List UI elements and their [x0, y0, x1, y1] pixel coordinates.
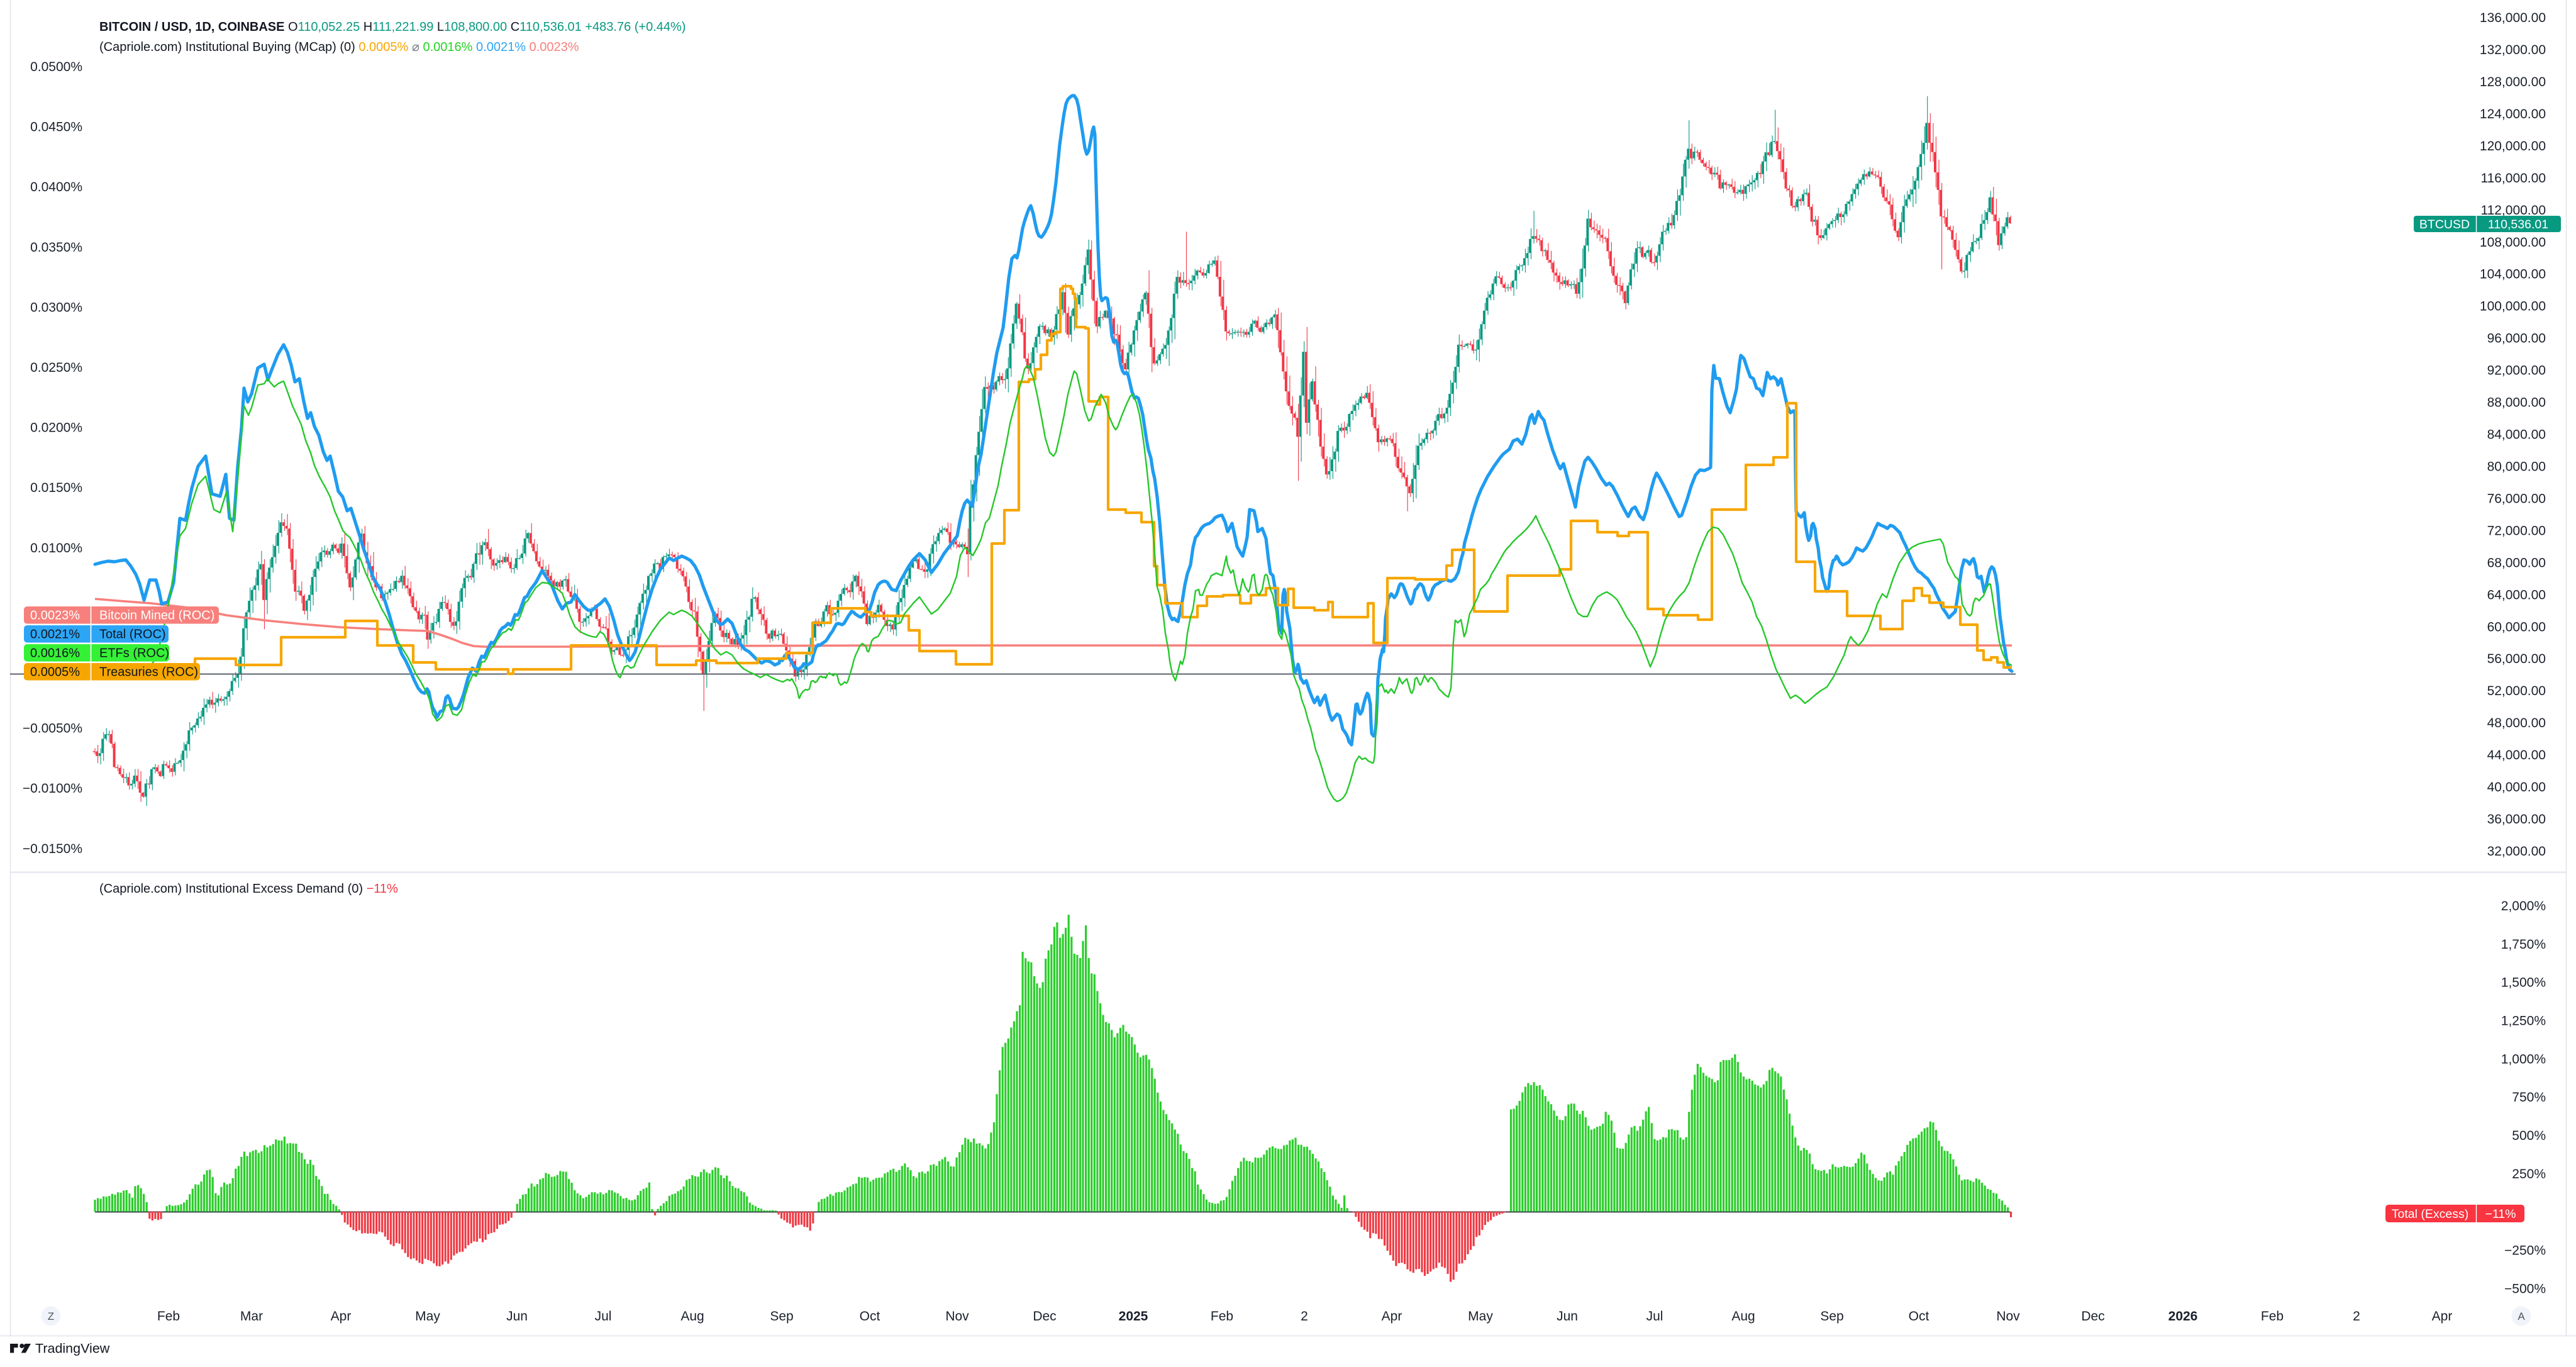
- svg-text:May: May: [1468, 1309, 1493, 1324]
- svg-text:Jul: Jul: [1646, 1309, 1663, 1324]
- svg-text:52,000.00: 52,000.00: [2487, 684, 2546, 698]
- svg-text:Mar: Mar: [240, 1309, 263, 1324]
- svg-text:1,750%: 1,750%: [2501, 937, 2546, 952]
- svg-text:88,000.00: 88,000.00: [2487, 396, 2546, 410]
- svg-text:Aug: Aug: [1731, 1309, 1755, 1324]
- svg-text:132,000.00: 132,000.00: [2480, 43, 2546, 57]
- svg-text:0.0500%: 0.0500%: [30, 60, 82, 74]
- svg-text:2,000%: 2,000%: [2501, 899, 2546, 913]
- svg-text:0.0400%: 0.0400%: [30, 180, 82, 194]
- svg-text:60,000.00: 60,000.00: [2487, 620, 2546, 634]
- svg-text:72,000.00: 72,000.00: [2487, 523, 2546, 538]
- svg-text:0.0016%: 0.0016%: [30, 647, 80, 661]
- svg-text:BITCOIN / USD, 1D, COINBASE O: BITCOIN / USD, 1D, COINBASE O110,052.25 …: [99, 20, 686, 34]
- svg-text:−250%: −250%: [2504, 1244, 2546, 1258]
- svg-text:Oct: Oct: [860, 1309, 880, 1324]
- svg-text:−11%: −11%: [2485, 1207, 2516, 1221]
- svg-text:1,500%: 1,500%: [2501, 976, 2546, 990]
- svg-text:Total (Excess): Total (Excess): [2392, 1207, 2468, 1221]
- svg-text:−500%: −500%: [2504, 1282, 2546, 1297]
- svg-text:Dec: Dec: [2081, 1309, 2104, 1324]
- svg-text:68,000.00: 68,000.00: [2487, 555, 2546, 570]
- svg-text:Nov: Nov: [1996, 1309, 2020, 1324]
- svg-text:(Capriole.com) Institutional B: (Capriole.com) Institutional Buying (MCa…: [99, 40, 579, 54]
- svg-text:136,000.00: 136,000.00: [2480, 11, 2546, 25]
- svg-text:Sep: Sep: [1820, 1309, 1843, 1324]
- svg-text:44,000.00: 44,000.00: [2487, 748, 2546, 762]
- svg-text:1,000%: 1,000%: [2501, 1052, 2546, 1066]
- svg-text:112,000.00: 112,000.00: [2480, 203, 2546, 218]
- svg-text:40,000.00: 40,000.00: [2487, 780, 2546, 795]
- svg-text:Treasuries (ROC): Treasuries (ROC): [99, 666, 198, 679]
- svg-text:A: A: [2518, 1310, 2525, 1322]
- svg-text:32,000.00: 32,000.00: [2487, 844, 2546, 859]
- svg-text:Feb: Feb: [157, 1309, 180, 1324]
- svg-text:0.0005%: 0.0005%: [30, 666, 80, 679]
- svg-text:Bitcoin Mined (ROC): Bitcoin Mined (ROC): [99, 609, 214, 623]
- svg-text:May: May: [415, 1309, 440, 1324]
- svg-text:250%: 250%: [2512, 1167, 2546, 1181]
- svg-text:Total (ROC): Total (ROC): [99, 628, 166, 642]
- svg-text:−0.0150%: −0.0150%: [23, 842, 82, 856]
- svg-text:Jun: Jun: [1557, 1309, 1578, 1324]
- svg-text:36,000.00: 36,000.00: [2487, 812, 2546, 827]
- svg-text:124,000.00: 124,000.00: [2480, 107, 2546, 121]
- svg-text:64,000.00: 64,000.00: [2487, 588, 2546, 602]
- svg-text:Feb: Feb: [1211, 1309, 1233, 1324]
- svg-text:2026: 2026: [2168, 1309, 2198, 1324]
- svg-text:TradingView: TradingView: [35, 1341, 110, 1356]
- svg-text:0.0250%: 0.0250%: [30, 360, 82, 375]
- svg-text:56,000.00: 56,000.00: [2487, 652, 2546, 666]
- svg-text:Jul: Jul: [595, 1309, 612, 1324]
- svg-text:76,000.00: 76,000.00: [2487, 491, 2546, 506]
- svg-text:0.0021%: 0.0021%: [30, 628, 80, 642]
- svg-text:Feb: Feb: [2261, 1309, 2284, 1324]
- svg-text:ETFs (ROC): ETFs (ROC): [99, 647, 169, 661]
- svg-text:110,536.01: 110,536.01: [2488, 218, 2548, 232]
- svg-text:Sep: Sep: [770, 1309, 793, 1324]
- svg-text:1,250%: 1,250%: [2501, 1014, 2546, 1029]
- svg-text:128,000.00: 128,000.00: [2480, 75, 2546, 89]
- svg-text:0.0150%: 0.0150%: [30, 481, 82, 495]
- svg-text:0.0300%: 0.0300%: [30, 300, 82, 315]
- svg-text:0.0023%: 0.0023%: [30, 609, 80, 623]
- svg-text:Nov: Nov: [945, 1309, 969, 1324]
- svg-text:84,000.00: 84,000.00: [2487, 428, 2546, 442]
- svg-text:BTCUSD: BTCUSD: [2419, 218, 2470, 232]
- svg-text:96,000.00: 96,000.00: [2487, 332, 2546, 346]
- svg-text:Apr: Apr: [331, 1309, 352, 1324]
- svg-text:92,000.00: 92,000.00: [2487, 364, 2546, 378]
- svg-text:Apr: Apr: [1382, 1309, 1402, 1324]
- svg-text:750%: 750%: [2512, 1090, 2546, 1105]
- svg-text:116,000.00: 116,000.00: [2480, 171, 2546, 186]
- svg-text:−0.0050%: −0.0050%: [23, 722, 82, 736]
- svg-text:2: 2: [2353, 1309, 2360, 1324]
- svg-text:Oct: Oct: [1909, 1309, 1929, 1324]
- svg-text:Dec: Dec: [1033, 1309, 1056, 1324]
- svg-text:500%: 500%: [2512, 1129, 2546, 1143]
- svg-text:(Capriole.com) Institutional E: (Capriole.com) Institutional Excess Dema…: [99, 882, 398, 896]
- svg-text:Apr: Apr: [2432, 1309, 2453, 1324]
- svg-text:Jun: Jun: [506, 1309, 528, 1324]
- svg-text:0.0350%: 0.0350%: [30, 240, 82, 255]
- svg-text:80,000.00: 80,000.00: [2487, 460, 2546, 474]
- svg-text:−0.0100%: −0.0100%: [23, 781, 82, 796]
- svg-text:2: 2: [1301, 1309, 1308, 1324]
- svg-text:100,000.00: 100,000.00: [2480, 299, 2546, 314]
- svg-text:Z: Z: [48, 1310, 54, 1322]
- svg-text:0.0450%: 0.0450%: [30, 120, 82, 135]
- svg-text:0.0200%: 0.0200%: [30, 421, 82, 435]
- svg-text:48,000.00: 48,000.00: [2487, 716, 2546, 730]
- svg-text:104,000.00: 104,000.00: [2480, 267, 2546, 282]
- svg-text:2025: 2025: [1119, 1309, 1148, 1324]
- svg-text:0.0100%: 0.0100%: [30, 541, 82, 555]
- svg-text:Aug: Aug: [680, 1309, 704, 1324]
- svg-text:108,000.00: 108,000.00: [2480, 235, 2546, 250]
- svg-text:120,000.00: 120,000.00: [2480, 139, 2546, 153]
